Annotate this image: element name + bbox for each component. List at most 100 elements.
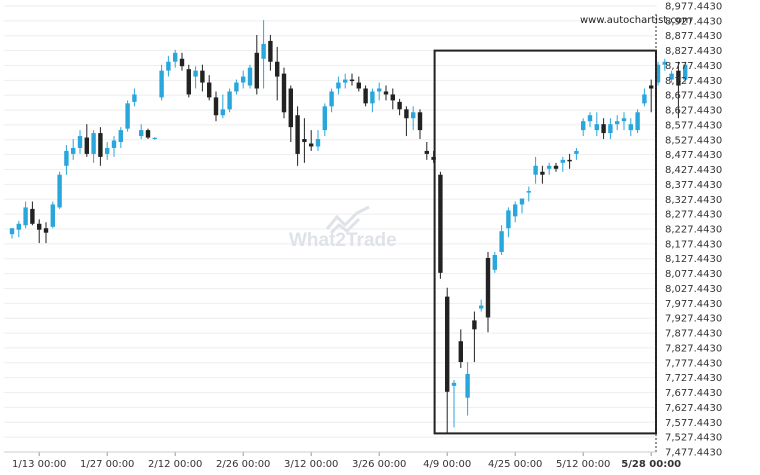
candle-body [227,91,232,110]
candle-body [247,67,253,86]
candle-body [642,94,647,104]
candle-body [438,174,443,273]
candle [179,52,185,71]
y-tick-label: 8,577.4430 [665,120,722,131]
candle [445,287,450,434]
candle [275,46,280,101]
candle [676,61,681,119]
candle-body [295,115,300,154]
grid [4,5,657,453]
candle-body [506,210,511,229]
candle [485,252,491,333]
candle-body [499,231,504,253]
candle-body [105,147,110,154]
candle-body [479,305,484,309]
candle-body [560,159,565,163]
candle [526,186,531,202]
y-tick-label: 7,877.4430 [665,329,722,340]
candle [241,70,246,89]
candle-body [533,165,538,175]
candle-body [200,70,205,83]
candle-body [213,97,219,116]
candle [43,222,49,244]
candle-body [601,124,606,134]
candle [574,147,579,160]
candle-body [57,174,62,208]
y-tick-label: 7,627.4430 [665,403,722,414]
candle-body [370,91,375,104]
candle-body [43,228,49,233]
y-tick-label: 7,577.4430 [665,418,722,429]
candle [628,118,633,137]
candle [132,88,137,107]
x-tick-label: 5/12 00:00 [556,459,610,470]
y-tick-label: 8,127.4430 [665,254,722,265]
candle-body [397,101,402,110]
candle [608,118,613,140]
candle [451,379,457,428]
candle [479,299,484,312]
candle-body [261,43,266,59]
candle [560,156,565,172]
candle-body [526,191,531,193]
candle-body [16,223,21,230]
y-tick-label: 8,327.4430 [665,195,722,206]
watermark-logo-icon [325,205,370,235]
candle [417,109,423,140]
candle [336,76,341,95]
candle-body [125,103,130,129]
candle-body [662,61,667,65]
candle-body [275,61,280,77]
candle-body [587,115,593,122]
candle [91,130,96,163]
candle-body [302,139,307,143]
candle [377,82,382,101]
candle [397,98,402,116]
x-tick-label: 2/26 00:00 [216,459,270,470]
candle [16,220,21,238]
candle [193,66,198,89]
candle-body [594,124,599,131]
candle [404,106,409,137]
watermark-text: What2Trade [289,230,397,251]
candle-body [159,70,164,98]
candles [9,20,688,434]
y-tick-label: 8,077.4430 [665,269,722,280]
candle-body [193,70,198,77]
candle-body [574,150,579,154]
candle-body [567,159,572,162]
x-tick-label: 1/13 00:00 [12,459,66,470]
candle [363,85,368,107]
candle [329,88,334,113]
candle-body [186,69,191,95]
candle [553,162,559,172]
candle [635,109,640,134]
candle [98,127,103,166]
candle [343,73,348,89]
candle [234,79,239,95]
candle [356,76,361,92]
candle [281,67,287,119]
pattern-box [433,49,657,435]
candle-body [363,88,368,104]
y-tick-label: 8,677.4430 [665,91,722,102]
candle-body [553,165,559,169]
candle [220,94,225,119]
candle [424,142,429,160]
candle-body [77,136,83,148]
candle-body [485,257,491,318]
candle-body [166,61,171,71]
candle-body [581,121,586,131]
candle-body [50,204,55,227]
candle [567,153,572,169]
candle-body [519,198,525,205]
candle [71,139,76,160]
candle-body [383,91,389,95]
y-tick-label: 8,627.4430 [665,106,722,117]
candle-body [377,88,382,92]
candle-body [322,106,327,131]
candle [302,118,307,163]
y-tick-label: 8,277.4430 [665,210,722,221]
candle [411,106,416,131]
